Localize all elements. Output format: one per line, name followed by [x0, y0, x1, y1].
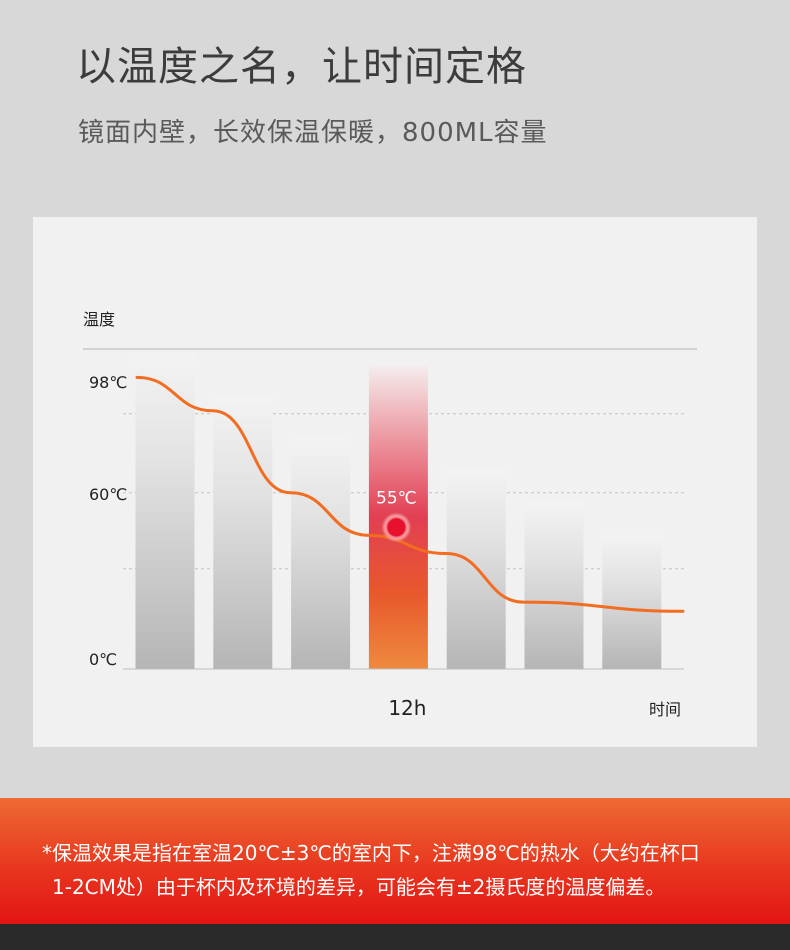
temperature-chart: 55℃ 温度 98℃ 60℃ 0℃ 12h 时间 [33, 217, 757, 747]
x-axis-label: 时间 [649, 700, 681, 719]
y-axis-label: 温度 [83, 310, 115, 329]
y-tick-label: 98℃ [89, 373, 127, 392]
subheadline: 镜面内壁，长效保温保暖，800ML容量 [78, 118, 548, 148]
disclaimer-line-2: 1-2CM处）由于杯内及环境的差异，可能会有±2摄氏度的温度偏差。 [52, 875, 666, 899]
y-tick-label: 60℃ [89, 485, 127, 504]
chart-canvas: 55℃ 温度 98℃ 60℃ 0℃ 12h 时间 [83, 310, 697, 720]
bottom-strip [0, 924, 790, 950]
bar [291, 438, 351, 669]
highlight-dot [387, 518, 406, 537]
bar [135, 353, 195, 669]
temperature-curve [135, 375, 685, 613]
disclaimer-note: *保温效果是指在室温20℃±3℃的室内下，注满98℃的热水（大约在杯口 1-2C… [42, 836, 762, 904]
bar [213, 395, 273, 669]
disclaimer-banner [0, 798, 790, 924]
headline: 以温度之名，让时间定格 [76, 44, 527, 90]
x-category-label: 12h [388, 696, 426, 720]
annotation-label: 55℃ [376, 488, 417, 508]
bar [602, 535, 662, 669]
disclaimer-line-1: *保温效果是指在室温20℃±3℃的室内下，注满98℃的热水（大约在杯口 [42, 841, 700, 865]
y-tick-label: 0℃ [89, 650, 117, 669]
bar [524, 501, 584, 669]
